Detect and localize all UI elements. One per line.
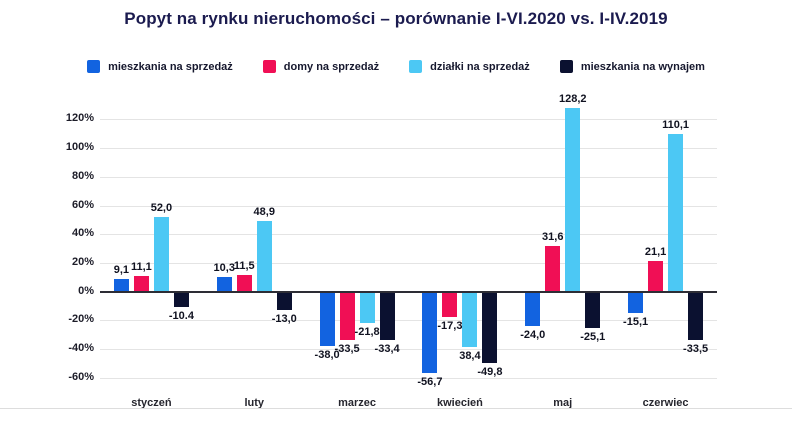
bar-value-label: 11,1 bbox=[131, 260, 152, 273]
bar-value-label: 9,1 bbox=[113, 263, 130, 276]
bar-value-label: 11,5 bbox=[233, 260, 255, 273]
bar bbox=[525, 291, 541, 327]
bar-value-label: -38,0 bbox=[314, 349, 340, 362]
legend-label: mieszkania na wynajem bbox=[580, 60, 705, 73]
legend-item: mieszkania na wynajem bbox=[559, 60, 705, 73]
gridline bbox=[100, 119, 717, 121]
x-axis-label: luty bbox=[244, 397, 265, 409]
chart-title: Popyt na rynku nieruchomości – porównani… bbox=[124, 9, 668, 28]
bar-value-label: -56,7 bbox=[417, 376, 443, 389]
legend-label: mieszkania na sprzedaż bbox=[108, 60, 233, 73]
bar bbox=[688, 291, 704, 340]
bar-value-label: 10,3 bbox=[213, 261, 235, 274]
bar-value-label: -10.4 bbox=[168, 309, 194, 322]
legend-label: działki na sprzedaż bbox=[430, 60, 530, 73]
bar-value-label: -24,0 bbox=[520, 329, 546, 342]
legend-item: mieszkania na sprzedaż bbox=[87, 60, 233, 73]
bar-value-label: 110,1 bbox=[662, 118, 690, 131]
bar bbox=[339, 291, 355, 340]
bar-value-label: -21,8 bbox=[354, 325, 380, 338]
bar bbox=[668, 133, 684, 292]
bar bbox=[216, 276, 232, 292]
bar-value-label: -17,3 bbox=[437, 319, 463, 332]
gridline bbox=[100, 262, 717, 264]
bar bbox=[565, 107, 581, 292]
gridline bbox=[100, 148, 717, 150]
bar bbox=[113, 278, 129, 292]
bar-value-label: 21,1 bbox=[644, 246, 667, 259]
y-axis-tick-label: 60% bbox=[71, 198, 94, 211]
bar bbox=[153, 217, 169, 292]
legend-swatch bbox=[559, 60, 573, 73]
bar bbox=[359, 291, 375, 323]
gridline bbox=[100, 234, 717, 236]
y-axis-tick-label: 100% bbox=[65, 141, 94, 154]
legend: mieszkania na sprzedaż domy na sprzedaż dz… bbox=[0, 60, 792, 73]
y-axis-tick-label: 80% bbox=[71, 169, 94, 182]
y-axis-tick-label: 120% bbox=[65, 112, 94, 125]
y-axis-tick-label: 0% bbox=[78, 284, 94, 297]
bar-value-label: 128,2 bbox=[558, 92, 587, 105]
bar-value-label: -33,5 bbox=[683, 342, 709, 355]
bar bbox=[422, 291, 438, 374]
bar-value-label: -25,1 bbox=[580, 330, 606, 343]
x-axis-label: kwiecień bbox=[436, 397, 483, 409]
x-axis-label: maj bbox=[553, 397, 573, 409]
y-axis-tick-label: -20% bbox=[68, 313, 94, 326]
x-axis-label: styczeń bbox=[131, 397, 172, 409]
bar bbox=[173, 291, 189, 307]
bar bbox=[585, 291, 601, 328]
bar bbox=[276, 291, 292, 311]
bar-value-label: 48,9 bbox=[253, 206, 275, 219]
gridline bbox=[100, 176, 717, 178]
x-axis-label: czerwiec bbox=[642, 397, 689, 409]
bar-value-label: -15,1 bbox=[623, 316, 649, 329]
legend-item: działki na sprzedaż bbox=[409, 60, 530, 73]
bar bbox=[133, 275, 149, 292]
bottom-divider bbox=[0, 408, 792, 409]
bar-value-label: -33,4 bbox=[374, 342, 400, 355]
y-axis-tick-label: -60% bbox=[68, 370, 94, 383]
gridline bbox=[100, 377, 717, 379]
bar-value-label: -33,5 bbox=[334, 342, 360, 355]
y-axis-tick-label: 40% bbox=[71, 227, 94, 240]
bar-value-label: 38,4 bbox=[459, 349, 481, 362]
bar bbox=[319, 291, 335, 347]
x-axis-label: marzec bbox=[338, 397, 377, 409]
y-axis-tick-label: 20% bbox=[71, 255, 94, 268]
legend-item: domy na sprzedaż bbox=[262, 60, 380, 73]
bar-value-label: -49,8 bbox=[477, 366, 503, 379]
legend-swatch bbox=[262, 60, 276, 73]
bar bbox=[462, 291, 478, 347]
bar-value-label: 52,0 bbox=[150, 202, 173, 215]
y-axis-tick-label: -40% bbox=[68, 342, 94, 355]
gridline bbox=[100, 349, 717, 351]
bar bbox=[256, 221, 272, 292]
bar-value-label: 31,6 bbox=[542, 231, 564, 244]
bar bbox=[628, 291, 644, 314]
bar-chart: 120% 100% 80% 60% 40% 20% 0% -20% -40% -60% stycze… bbox=[66, 92, 717, 409]
bar bbox=[379, 291, 395, 340]
gridline bbox=[100, 205, 717, 207]
bar bbox=[545, 246, 561, 292]
plot-area: 120% 100% 80% 60% 40% 20% 0% -20% -40% -60% stycze… bbox=[66, 92, 717, 409]
bar bbox=[442, 291, 458, 317]
gridline bbox=[100, 320, 717, 322]
zero-line bbox=[100, 290, 717, 293]
legend-label: domy na sprzedaż bbox=[283, 60, 380, 73]
bar-value-label: -13,0 bbox=[271, 313, 297, 326]
bar bbox=[236, 275, 252, 292]
legend-swatch bbox=[409, 60, 423, 73]
legend-swatch bbox=[87, 60, 101, 73]
bar bbox=[482, 291, 498, 364]
bar bbox=[648, 261, 664, 292]
